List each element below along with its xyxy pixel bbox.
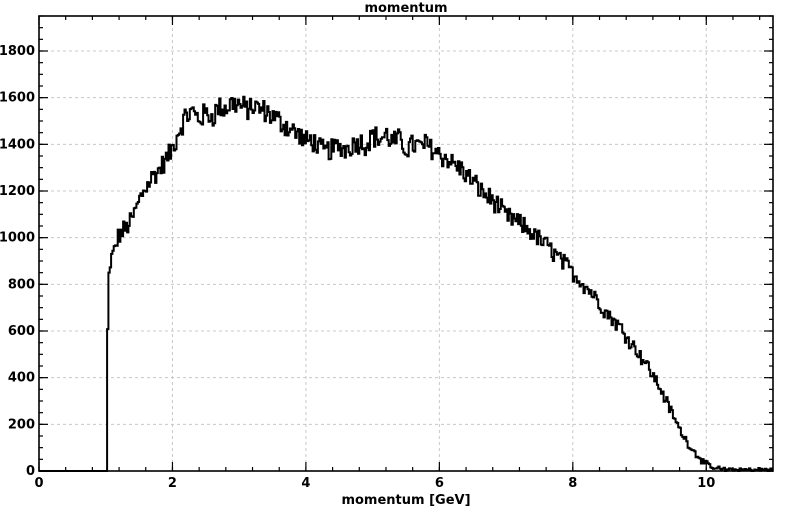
y-tick-label: 600 — [8, 324, 35, 339]
chart-title: momentum — [364, 1, 447, 16]
y-tick-label: 1400 — [0, 137, 35, 152]
x-tick-label: 10 — [697, 476, 715, 491]
y-tick-label: 1800 — [0, 44, 35, 59]
x-tick-label: 8 — [568, 476, 577, 491]
histogram-series-line — [39, 95, 773, 472]
x-tick-label: 2 — [168, 476, 177, 491]
y-tick-label: 200 — [8, 417, 35, 432]
y-tick-label: 1200 — [0, 184, 35, 199]
x-tick-label: 4 — [301, 476, 310, 491]
y-tick-label: 800 — [8, 277, 35, 292]
plot-frame — [38, 15, 774, 472]
plot-area — [39, 95, 773, 472]
y-tick-label: 400 — [8, 371, 35, 386]
grid-lines — [39, 16, 773, 471]
axis-ticks: 0 2 4 6 8 10 0 200 400 600 800 1000 1200 1400 1600 1800 — [0, 15, 773, 491]
x-axis-label: momentum [GeV] — [341, 493, 470, 508]
y-tick-label: 0 — [26, 464, 35, 479]
x-tick-label: 6 — [435, 476, 444, 491]
y-tick-label: 1000 — [0, 231, 35, 246]
x-tick-label: 0 — [34, 476, 43, 491]
y-tick-label: 1600 — [0, 91, 35, 106]
